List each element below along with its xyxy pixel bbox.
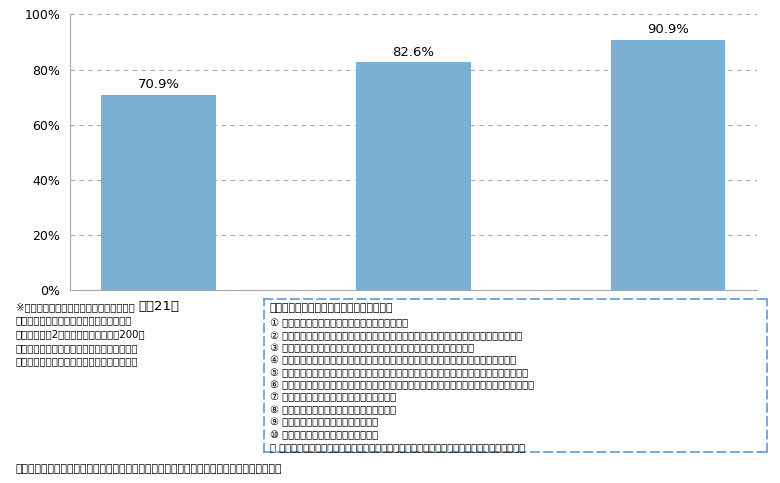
Bar (356, 62, 470, 290)
Text: ② 文教施設（校舎、体育館）・・・指定紧急避難場所又は指定避難所等に指定している施設: ② 文教施設（校舎、体育館）・・・指定紧急避難場所又は指定避難所等に指定している… (270, 331, 522, 341)
Text: ⑨ 公営住宅等・・・・・・・・・・無: ⑨ 公営住宅等・・・・・・・・・・無 (270, 417, 378, 427)
Text: 出典：消防庁「防災拠点となる公共施設等の耗震化推進状況調査結果」をもとに内閣府作成: 出典：消防庁「防災拠点となる公共施設等の耗震化推進状況調査結果」をもとに内閣府作… (16, 464, 282, 474)
Text: ③ 庁舎・・・・・・・・・・・・・・災害応急対策の実施拠点となる施設: ③ 庁舎・・・・・・・・・・・・・・災害応急対策の実施拠点となる施設 (270, 343, 473, 353)
Text: ⑦ 警察本部、警察署等・・・・・全ての施設: ⑦ 警察本部、警察署等・・・・・全ての施設 (270, 393, 395, 403)
Text: ⑧ 消防本部、消防署所・・・・・全ての施設: ⑧ 消防本部、消防署所・・・・・全ての施設 (270, 405, 395, 415)
Text: ④ 県民会館・公民館等・・・・・指定紧急避難場所又は指定避難所等に指定している施設: ④ 県民会館・公民館等・・・・・指定紧急避難場所又は指定避難所等に指定している施… (270, 355, 516, 366)
Text: 70.9%: 70.9% (138, 78, 179, 91)
Text: ① 社会福祉施設・・・・・・・・・・全ての施設: ① 社会福祉施設・・・・・・・・・・全ての施設 (270, 318, 408, 328)
Text: ⑪ その他・・・・・・・・・・・・・指定紧急避難場所又は指定避難所等に指定している施設: ⑪ その他・・・・・・・・・・・・・指定紧急避難場所又は指定避難所等に指定してい… (270, 442, 525, 452)
Bar (611, 40, 725, 290)
Text: 90.9%: 90.9% (647, 23, 689, 36)
Text: ⑩ 職員公舎・・・・・・・・・・・無: ⑩ 職員公舎・・・・・・・・・・・無 (270, 430, 378, 440)
Text: 82.6%: 82.6% (392, 46, 434, 59)
Text: ⑥ 診療施設・・・・・・・・・・・地域防災計画に医療救護施設として位置づけられている施設: ⑥ 診療施設・・・・・・・・・・・地域防災計画に医療救護施設として位置づけられて… (270, 380, 534, 390)
Bar (101, 95, 216, 290)
Text: ※　地方公共団体が所有又は、管理してい
る公共施設等（公共用及び公用の建物：非
木造のうち、2階建以上又は延床面穌200㎡
超の建築物）全体のうち、災害応急対策: ※ 地方公共団体が所有又は、管理してい る公共施設等（公共用及び公用の建物：非 … (16, 302, 145, 366)
Text: ⑤ 体育館・・・・・・・・・・・・・指定紧急避難場所又は指定避難所等に指定している施設: ⑤ 体育館・・・・・・・・・・・・・指定紧急避難場所又は指定避難所等に指定してい… (270, 368, 528, 378)
Text: ＜防災拠点となる公共施設等の分類基準＞: ＜防災拠点となる公共施設等の分類基準＞ (270, 303, 393, 313)
